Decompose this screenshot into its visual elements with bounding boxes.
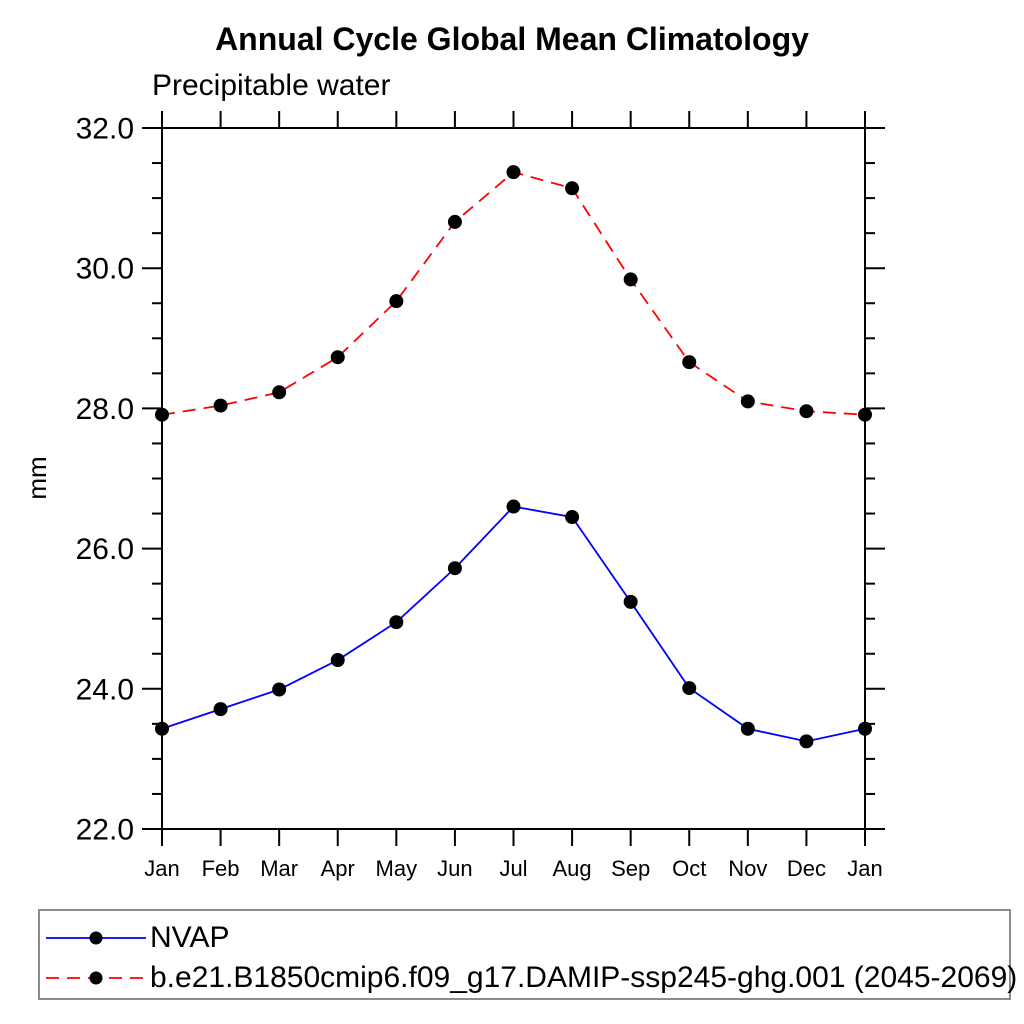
y-tick-label: 24.0 xyxy=(76,673,134,706)
x-tick-label: Oct xyxy=(672,856,706,881)
data-point-marker-s1 xyxy=(213,398,228,413)
data-point-marker-s0 xyxy=(213,702,228,717)
data-point-marker-s1 xyxy=(565,181,580,196)
data-point-marker-s0 xyxy=(799,734,814,749)
y-tick-label: 30.0 xyxy=(76,253,134,286)
data-point-marker-s1 xyxy=(447,214,462,229)
x-tick-label: Jun xyxy=(437,856,472,881)
data-point-marker-s1 xyxy=(682,355,697,370)
x-tick-label: Jan xyxy=(144,856,179,881)
data-point-marker-s0 xyxy=(389,615,404,630)
x-tick-label: Sep xyxy=(611,856,650,881)
x-tick-label: Apr xyxy=(321,856,355,881)
data-point-marker-s1 xyxy=(858,407,872,422)
chart-subtitle: Precipitable water xyxy=(152,69,391,102)
data-point-marker-s0 xyxy=(858,721,872,736)
legend-label-nvap: NVAP xyxy=(150,921,230,954)
data-point-marker-s1 xyxy=(740,394,755,409)
chart-title: Annual Cycle Global Mean Climatology xyxy=(215,21,809,57)
legend-label-model: b.e21.B1850cmip6.f09_g17.DAMIP-ssp245-gh… xyxy=(150,961,1018,994)
data-point-marker-s1 xyxy=(799,404,814,419)
x-tick-label: Feb xyxy=(202,856,240,881)
y-tick-label: 26.0 xyxy=(76,533,134,566)
plot-frame xyxy=(161,127,866,830)
x-tick-label: Nov xyxy=(728,856,767,881)
x-tick-label: Jan xyxy=(847,856,882,881)
x-tick-label: Aug xyxy=(553,856,592,881)
series-line-1 xyxy=(161,171,866,416)
data-point-marker-s0 xyxy=(506,499,521,514)
data-point-marker-s1 xyxy=(272,385,287,400)
data-point-marker-s0 xyxy=(623,594,638,609)
y-axis-label: mm xyxy=(22,456,52,499)
legend-line-sample-0 xyxy=(46,931,146,945)
data-point-marker-s0 xyxy=(330,653,345,668)
legend-line-sample-1 xyxy=(46,971,146,985)
data-point-marker-s1 xyxy=(506,165,521,180)
x-tick-label: May xyxy=(376,856,418,881)
series-line-0 xyxy=(161,505,866,743)
data-point-marker-s0 xyxy=(272,682,287,697)
data-point-marker-s1 xyxy=(155,407,169,422)
y-tick-label: 22.0 xyxy=(76,814,134,847)
data-point-marker-s0 xyxy=(565,510,580,525)
legend-sample-marker-1 xyxy=(89,971,103,985)
legend-sample-marker-0 xyxy=(89,931,103,945)
data-point-marker-s1 xyxy=(330,350,345,365)
legend-item-model: b.e21.B1850cmip6.f09_g17.DAMIP-ssp245-gh… xyxy=(44,961,1018,994)
data-point-marker-s0 xyxy=(682,681,697,696)
data-point-marker-s0 xyxy=(447,561,462,576)
y-tick-label: 32.0 xyxy=(76,113,134,146)
y-tick-label: 28.0 xyxy=(76,393,134,426)
data-point-marker-s0 xyxy=(155,721,169,736)
legend-item-nvap: NVAP xyxy=(44,921,230,954)
x-tick-label: Mar xyxy=(260,856,298,881)
x-tick-label: Jul xyxy=(499,856,527,881)
x-tick-label: Dec xyxy=(787,856,826,881)
data-point-marker-s1 xyxy=(389,294,404,309)
data-point-marker-s0 xyxy=(740,721,755,736)
data-point-marker-s1 xyxy=(623,272,638,287)
legend: NVAP b.e21.B1850cmip6.f09_g17.DAMIP-ssp2… xyxy=(38,909,1017,1000)
